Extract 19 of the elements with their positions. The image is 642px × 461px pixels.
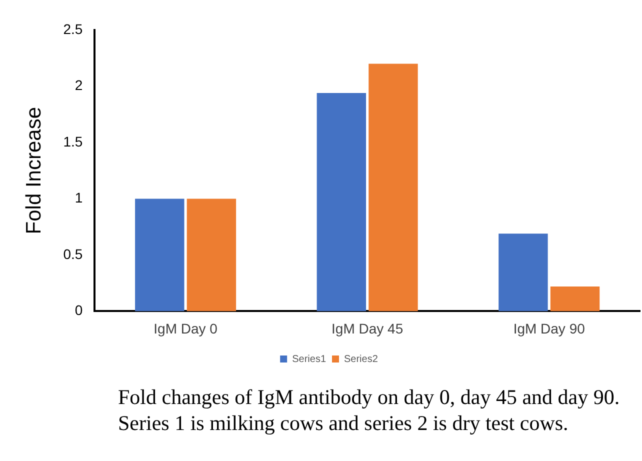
bar <box>186 198 236 312</box>
y-tick-label: 0.5 <box>63 246 83 262</box>
legend-label: Series2 <box>344 354 378 365</box>
legend-label: Series1 <box>292 354 326 365</box>
x-tick-label: IgM Day 90 <box>513 320 586 336</box>
x-tick-label: IgM Day 0 <box>154 320 218 336</box>
bar <box>550 286 600 312</box>
y-axis-title: Fold Increase <box>22 106 46 234</box>
text: Fold changes of IgM antibody on day 0, day 45 and day 90. Series 1 is milking cows and series 2 is dry test cows. <box>118 384 621 436</box>
bar <box>135 198 184 312</box>
y-tick-label: 2 <box>74 77 83 94</box>
y-tick-label: 0 <box>74 302 83 318</box>
bar <box>498 234 548 312</box>
y-tick-label: 1.5 <box>63 133 83 150</box>
bar <box>368 64 418 312</box>
y-tick-label: 2.5 <box>63 20 83 37</box>
y-tick-label: 1 <box>74 190 83 206</box>
x-tick-label: IgM Day 45 <box>332 320 404 336</box>
bar <box>316 92 366 312</box>
